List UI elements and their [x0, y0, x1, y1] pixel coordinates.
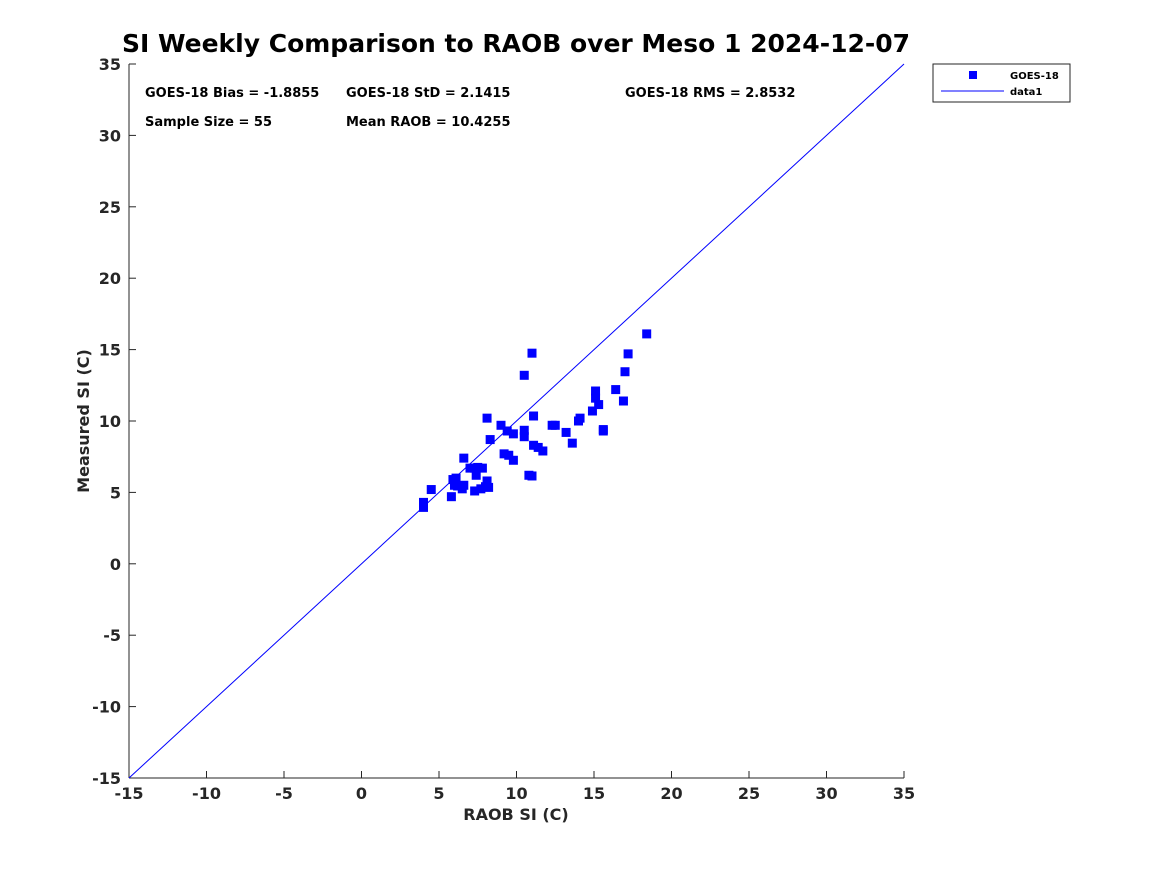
- data-point: [527, 471, 537, 481]
- y-axis-label: Measured SI (C): [74, 349, 93, 493]
- data-point: [426, 485, 436, 495]
- data-point: [459, 480, 469, 490]
- data-point: [473, 462, 483, 472]
- data-point: [611, 385, 621, 395]
- data-point: [594, 400, 604, 410]
- y-tick-label: 0: [110, 555, 121, 574]
- data-point: [504, 450, 514, 460]
- data-point: [476, 484, 486, 494]
- x-tick-label: 0: [356, 784, 367, 803]
- x-tick-label: -15: [115, 784, 144, 803]
- data-point: [642, 329, 652, 339]
- data-point: [527, 348, 537, 358]
- scatter-points: [419, 329, 652, 512]
- data-point: [529, 440, 539, 450]
- data-point: [591, 393, 601, 403]
- data-point: [508, 455, 518, 465]
- data-point: [482, 476, 492, 486]
- data-point: [471, 470, 481, 480]
- x-tick-label: 10: [505, 784, 527, 803]
- data-point: [620, 367, 630, 377]
- stats-annotations: GOES-18 Bias = -1.8855 GOES-18 StD = 2.1…: [145, 86, 795, 130]
- data-point: [459, 453, 469, 463]
- data-point: [496, 420, 506, 430]
- data-point: [482, 413, 492, 423]
- data-point: [519, 425, 529, 435]
- data-point: [484, 482, 494, 492]
- one-to-one-line: [128, 63, 905, 779]
- y-tick-label: -5: [103, 626, 121, 645]
- data-point: [533, 442, 543, 452]
- data-point: [567, 438, 577, 448]
- x-tick-label: 15: [583, 784, 605, 803]
- legend-box: [932, 63, 1071, 103]
- data-point: [561, 427, 571, 437]
- x-tick-label: 5: [433, 784, 444, 803]
- data-point: [419, 502, 428, 512]
- legend-marker-square-icon: [969, 71, 977, 79]
- y-tick-label: 5: [110, 483, 121, 502]
- y-tick-label: 15: [99, 341, 121, 360]
- data-point: [529, 411, 539, 421]
- data-point: [623, 349, 633, 359]
- data-point: [519, 370, 529, 380]
- x-axis-label: RAOB SI (C): [463, 805, 568, 824]
- data-point: [538, 446, 548, 456]
- data-point: [575, 413, 585, 423]
- data-point: [519, 432, 529, 442]
- y-tick-label: -15: [92, 769, 121, 788]
- y-tick-label: 35: [99, 55, 121, 74]
- data-point: [446, 492, 456, 502]
- y-tick-label: 25: [99, 198, 121, 217]
- data-point: [550, 420, 560, 430]
- x-tick-label: 20: [660, 784, 682, 803]
- data-point: [508, 429, 518, 439]
- data-point: [477, 463, 487, 473]
- y-axis-ticks: -15 -10 -5 0 5 10 15 20 25 30 35: [92, 55, 136, 788]
- y-tick-label: 30: [99, 126, 121, 145]
- data-point: [502, 426, 512, 436]
- series-line-data1: [128, 63, 905, 779]
- x-tick-label: 35: [893, 784, 915, 803]
- data-point: [598, 426, 608, 436]
- stat-rms: GOES-18 RMS = 2.8532: [625, 86, 795, 101]
- data-point: [591, 386, 601, 396]
- stat-mean-raob: Mean RAOB = 10.4255: [346, 115, 511, 130]
- x-axis-ticks: -15 -10 -5 0 5 10 15 20 25 30 35: [115, 771, 915, 803]
- stat-std: GOES-18 StD = 2.1415: [346, 86, 510, 101]
- y-tick-label: 20: [99, 269, 121, 288]
- data-point: [419, 497, 428, 507]
- data-point: [499, 449, 509, 459]
- stat-sample-size: Sample Size = 55: [145, 115, 272, 130]
- y-tick-label: 10: [99, 412, 121, 431]
- data-point: [453, 481, 463, 491]
- stat-bias: GOES-18 Bias = -1.8855: [145, 86, 319, 101]
- legend-entry-data1: data1: [1010, 87, 1042, 98]
- y-tick-label: -10: [92, 698, 121, 717]
- chart-title: SI Weekly Comparison to RAOB over Meso 1…: [122, 29, 910, 58]
- legend: GOES-18 data1: [932, 63, 1071, 103]
- x-tick-label: -10: [192, 784, 221, 803]
- data-point: [465, 463, 475, 473]
- data-point: [618, 396, 628, 406]
- x-tick-label: 30: [815, 784, 837, 803]
- data-point: [470, 486, 480, 496]
- data-point: [451, 473, 461, 483]
- data-point: [587, 406, 597, 416]
- data-point: [485, 435, 495, 445]
- legend-entry-goes18: GOES-18: [1010, 71, 1059, 82]
- x-tick-label: -5: [275, 784, 293, 803]
- x-tick-label: 25: [738, 784, 760, 803]
